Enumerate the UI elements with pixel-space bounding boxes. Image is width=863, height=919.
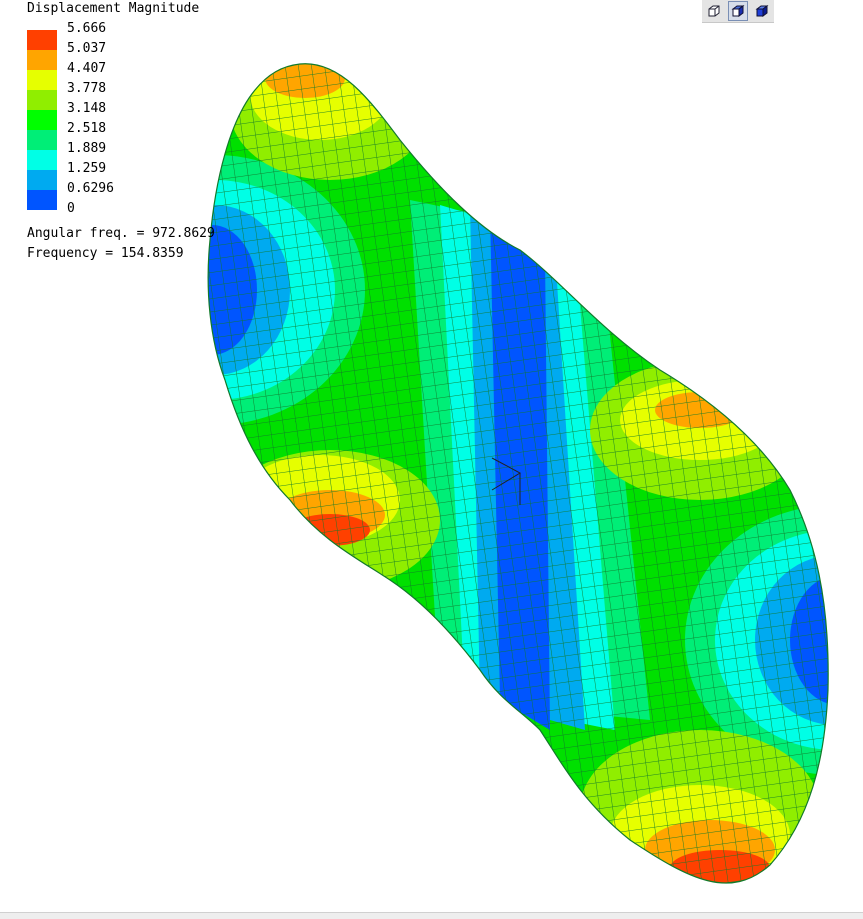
shaded-view-button[interactable]	[728, 1, 748, 21]
axis-triad-icon	[491, 457, 522, 505]
legend-swatch	[27, 110, 57, 130]
legend-row: 3.778	[27, 81, 147, 110]
legend-row: 1.889	[27, 141, 147, 170]
displacement-contours	[208, 63, 829, 884]
legend-swatch	[27, 30, 57, 50]
legend-row: 2.518	[27, 121, 147, 150]
solid-cube-icon	[755, 5, 769, 17]
frequency-readout: Frequency = 154.8359	[27, 246, 184, 261]
legend-value: 5.666	[67, 21, 107, 36]
legend-value: 2.518	[67, 121, 107, 136]
legend-title: Displacement Magnitude	[27, 1, 200, 16]
legend-value: 3.148	[67, 101, 107, 116]
legend-value: 5.037	[67, 41, 107, 56]
solid-view-button[interactable]	[752, 1, 772, 21]
legend-swatch	[27, 130, 57, 150]
angular-frequency-readout: Angular freq. = 972.8629	[27, 226, 215, 241]
shaded-cube-icon	[731, 5, 745, 17]
render-mode-toolbar	[702, 0, 774, 23]
legend-swatch	[27, 70, 57, 90]
legend-row: 3.148	[27, 101, 147, 130]
legend-swatch	[27, 90, 57, 110]
legend-swatch	[27, 50, 57, 70]
legend-value: 0.6296	[67, 181, 114, 196]
legend-swatch	[27, 150, 57, 170]
legend-min-value: 0	[67, 201, 75, 216]
plate-outline	[207, 63, 829, 884]
legend-swatch	[27, 170, 57, 190]
legend-row: 4.407	[27, 61, 147, 90]
status-bar	[0, 912, 863, 919]
wireframe-view-button[interactable]	[704, 1, 724, 21]
legend-swatch	[27, 190, 57, 210]
legend-value: 1.889	[67, 141, 107, 156]
legend-row: 0.6296	[27, 181, 147, 210]
legend-row: 5.666	[27, 21, 147, 50]
legend-row: 1.259	[27, 161, 147, 190]
legend-value: 3.778	[67, 81, 107, 96]
legend-value: 4.407	[67, 61, 107, 76]
legend-value: 1.259	[67, 161, 107, 176]
color-legend: 5.666 5.037 4.407 3.778 3.148 2.518 1.88…	[27, 21, 147, 210]
legend-row: 5.037	[27, 41, 147, 70]
wireframe-cube-icon	[708, 5, 720, 17]
